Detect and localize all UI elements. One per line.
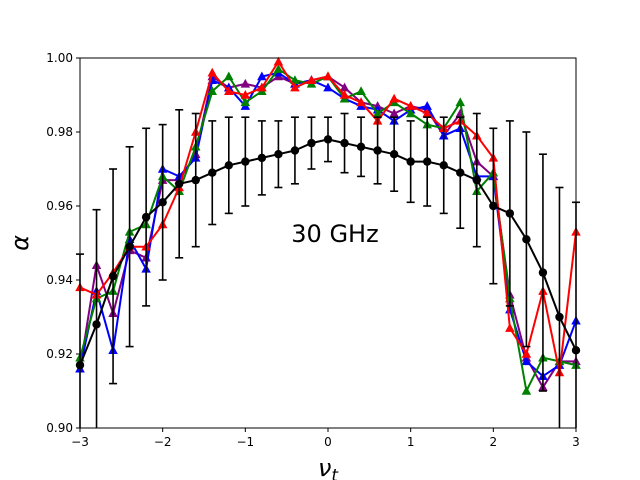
data-point xyxy=(472,175,481,185)
y-tick-label: 1.00 xyxy=(46,51,73,65)
x-tick-label: −2 xyxy=(154,435,172,449)
data-point xyxy=(356,86,366,96)
y-axis: 0.90 0.92 0.94 0.96 0.98 1.00 xyxy=(46,51,80,435)
data-point xyxy=(521,386,532,395)
data-point xyxy=(257,82,267,92)
data-point xyxy=(224,86,234,96)
data-point xyxy=(290,82,300,92)
data-point xyxy=(240,97,251,107)
x-tick-label: −3 xyxy=(71,435,89,449)
data-point xyxy=(208,168,217,177)
data-point xyxy=(389,150,399,159)
data-point xyxy=(555,312,564,322)
data-point xyxy=(125,242,134,251)
data-point xyxy=(141,212,151,222)
data-point xyxy=(455,97,466,107)
data-point xyxy=(92,320,101,329)
data-point xyxy=(339,90,350,99)
data-point xyxy=(505,323,515,332)
data-point xyxy=(521,356,532,366)
data-point xyxy=(422,108,432,118)
x-axis: −3 −2 −1 0 1 2 3 xyxy=(71,428,580,449)
data-point xyxy=(290,75,300,84)
data-point xyxy=(224,71,234,81)
data-point xyxy=(340,138,349,148)
data-point xyxy=(158,198,167,207)
data-point xyxy=(456,168,465,177)
data-point xyxy=(175,179,184,188)
data-point xyxy=(307,138,316,148)
data-point xyxy=(389,108,399,118)
x-tick-label: 1 xyxy=(407,435,415,449)
x-axis-label: νt xyxy=(318,454,339,480)
data-point xyxy=(422,101,432,110)
data-point xyxy=(405,108,416,118)
data-point xyxy=(306,75,317,84)
data-point xyxy=(207,67,218,77)
data-point xyxy=(521,349,532,358)
data-point xyxy=(241,157,250,166)
data-point xyxy=(207,86,218,96)
x-tick-label: −1 xyxy=(236,435,254,449)
data-point xyxy=(505,209,515,218)
data-point xyxy=(240,90,251,99)
y-tick-label: 0.90 xyxy=(46,421,73,435)
series-black xyxy=(75,109,581,428)
data-point xyxy=(273,64,284,73)
data-point xyxy=(356,142,366,151)
x-axis-label-subscript: t xyxy=(331,466,339,480)
data-point xyxy=(423,157,432,166)
data-point xyxy=(489,201,498,211)
data-point xyxy=(339,82,350,92)
data-point xyxy=(273,56,284,66)
data-point xyxy=(224,161,233,170)
data-point xyxy=(522,235,531,244)
y-tick-label: 0.92 xyxy=(46,347,73,361)
data-point xyxy=(538,268,548,277)
y-tick-label: 0.96 xyxy=(46,199,73,213)
x-axis-label-main: ν xyxy=(318,454,331,480)
data-point xyxy=(356,97,366,107)
data-point xyxy=(406,157,415,166)
x-tick-label: 0 xyxy=(324,435,332,449)
y-tick-label: 0.98 xyxy=(46,125,73,139)
data-point xyxy=(389,93,399,103)
data-point xyxy=(108,272,118,281)
y-axis-label: α xyxy=(6,235,34,251)
data-point xyxy=(257,71,267,81)
y-tick-label: 0.94 xyxy=(46,273,73,287)
data-point xyxy=(274,150,283,159)
data-point xyxy=(290,146,300,155)
frequency-annotation: 30 GHz xyxy=(291,220,378,248)
data-point xyxy=(323,71,333,81)
x-tick-label: 3 xyxy=(572,435,580,449)
data-point xyxy=(257,153,267,163)
data-point xyxy=(372,108,383,118)
data-point xyxy=(191,175,200,185)
data-point xyxy=(373,146,382,155)
black-series-layer xyxy=(75,109,581,428)
data-point xyxy=(240,78,251,88)
x-tick-label: 2 xyxy=(490,435,498,449)
data-point xyxy=(323,135,333,144)
data-point xyxy=(405,101,416,110)
data-point xyxy=(323,82,333,92)
data-point xyxy=(439,161,448,170)
